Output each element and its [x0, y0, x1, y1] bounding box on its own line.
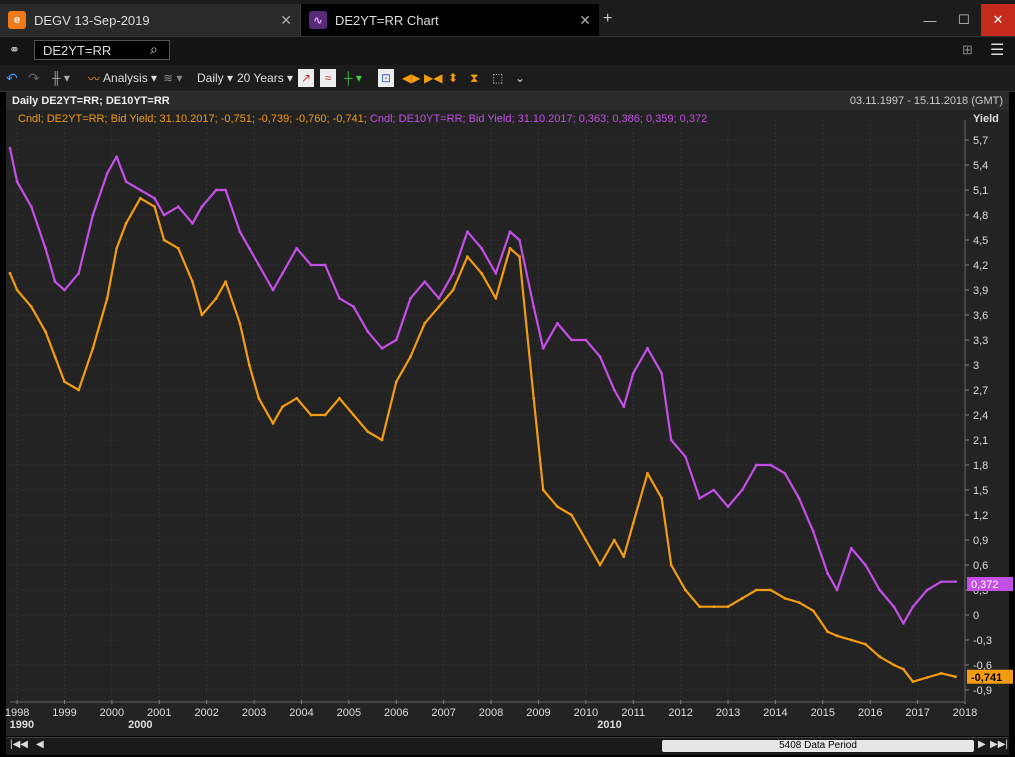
range-select[interactable]: 20 Years ▾	[237, 71, 294, 85]
close-window-icon[interactable]: ✕	[981, 4, 1015, 36]
legend-de10y: Cndl; DE10YT=RR; Bid Yield; 31.10.2017; …	[369, 113, 708, 125]
tab-chart[interactable]: ∿ DE2YT=RR Chart ✕	[301, 4, 599, 36]
maximize-icon[interactable]: ☐	[958, 12, 970, 27]
close-icon[interactable]: ✕	[280, 12, 292, 28]
crosshair-icon[interactable]: ┼ ▾	[344, 71, 362, 85]
chart-panel	[6, 92, 1009, 736]
minimize-icon[interactable]: —	[923, 12, 937, 28]
interval-select[interactable]: Daily ▾	[197, 71, 234, 85]
data-period-label: 5408 Data Period	[779, 740, 857, 751]
chart-legend: Cndl; DE2YT=RR; Bid Yield; 31.10.2017; -…	[18, 113, 707, 125]
overlay-icon[interactable]: ≋ ▾	[163, 71, 183, 85]
layout-icon[interactable]: ⊞	[962, 42, 973, 57]
ric-input-value: DE2YT=RR	[43, 43, 112, 58]
analysis-label: Analysis	[103, 71, 148, 85]
tab-bar: e DEGV 13-Sep-2019 ✕ ∿ DE2YT=RR Chart ✕ …	[0, 0, 1015, 37]
range-label: 20 Years	[237, 71, 284, 85]
window-controls: — ☐ ✕	[913, 4, 1015, 36]
menu-icon[interactable]: ☰	[990, 42, 1005, 59]
legend-de2y: Cndl; DE2YT=RR; Bid Yield; 31.10.2017; -…	[18, 113, 367, 125]
ric-input[interactable]: DE2YT=RR	[34, 40, 170, 60]
more-tools-icon[interactable]: ⌄	[515, 71, 526, 85]
zoom-box-icon[interactable]: ⊡	[378, 69, 394, 87]
undo-icon[interactable]: ↶	[6, 69, 18, 86]
interval-label: Daily	[197, 71, 224, 85]
redo-icon[interactable]: ↷	[28, 69, 40, 86]
chart-icon: ∿	[309, 11, 327, 29]
date-range: 03.11.1997 - 15.11.2018 (GMT)	[849, 95, 1003, 107]
compare-chart-icon[interactable]: ≈	[320, 69, 336, 87]
compress-vertical-icon[interactable]: ⧗	[470, 70, 479, 85]
scroll-first-icon[interactable]: |◀◀	[10, 739, 28, 750]
scroll-left-right-icon[interactable]: ◀▶	[402, 71, 421, 85]
app-logo-icon: e	[8, 11, 26, 29]
chart-toolbar: ↶ ↷ ╫ ▾ 〰 Analysis ▾ ≋ ▾ Daily ▾ 20 Years…	[0, 65, 1015, 92]
line-chart-icon[interactable]: ↗	[298, 69, 314, 87]
chart-title: Daily DE2YT=RR; DE10YT=RR	[12, 95, 170, 107]
zoom-in-icon[interactable]: ▶◀	[424, 71, 443, 85]
command-bar: ⚭ DE2YT=RR ⌕ ⊞ ☰	[0, 37, 1015, 65]
chart-header: Daily DE2YT=RR; DE10YT=RR 03.11.1997 - 1…	[6, 92, 1009, 110]
new-tab-button[interactable]: +	[603, 10, 613, 27]
search-icon[interactable]: ⌕	[150, 41, 158, 57]
select-cursor-icon[interactable]: ⬚	[492, 71, 504, 85]
link-icon[interactable]: ⚭	[9, 42, 20, 57]
tab-label: DE2YT=RR Chart	[335, 12, 439, 28]
tab-label: DEGV 13-Sep-2019	[34, 12, 150, 28]
expand-vertical-icon[interactable]: ⬍	[448, 71, 459, 85]
scroll-forward-icon[interactable]: ▶	[978, 739, 986, 750]
candle-type-icon[interactable]: ╫ ▾	[52, 71, 70, 85]
scroll-last-icon[interactable]: ▶▶|	[990, 739, 1008, 750]
time-scrollbar[interactable]: |◀◀ ◀ 5408 Data Period ▶ ▶▶|	[6, 737, 1009, 755]
analysis-menu[interactable]: 〰 Analysis ▾	[88, 71, 158, 86]
close-icon[interactable]: ✕	[579, 12, 591, 28]
scroll-thumb[interactable]: 5408 Data Period	[662, 740, 974, 752]
scroll-back-icon[interactable]: ◀	[36, 739, 44, 750]
tab-degv[interactable]: e DEGV 13-Sep-2019 ✕	[0, 4, 301, 36]
analysis-icon: 〰	[88, 71, 101, 86]
